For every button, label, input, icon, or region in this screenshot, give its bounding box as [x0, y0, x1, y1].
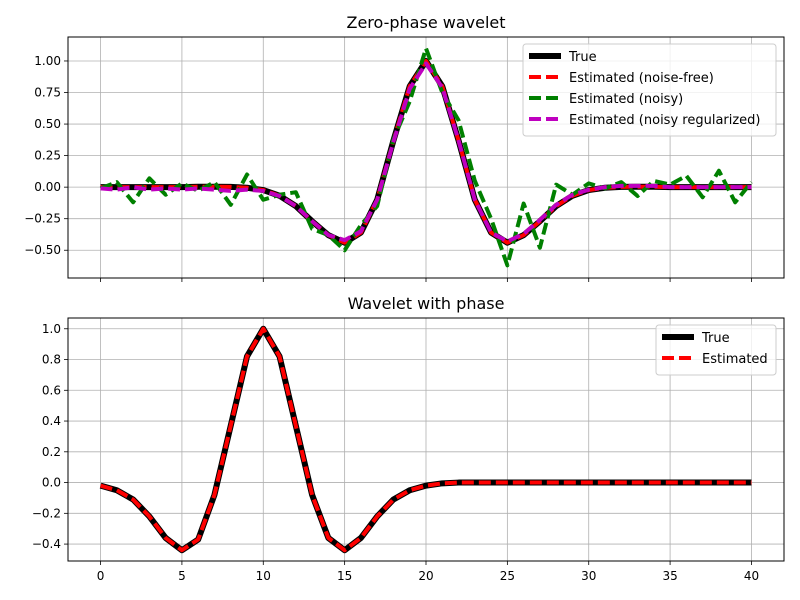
top-legend-label-0: True	[568, 50, 597, 65]
top-legend-label-2: Estimated (noisy)	[569, 92, 683, 107]
bottom-xtick-label-0: 0	[97, 569, 105, 583]
bottom-chart: 0 5 10 15 20 25 30 35 40 −0.4 −0.2 0.0 0.2 0.4 0.6 0.8 1…	[32, 294, 785, 583]
top-ytick-label-4: 0.50	[34, 117, 61, 131]
bottom-ytick-label-5: 0.6	[42, 383, 61, 397]
top-ytick-label-2: 0.00	[34, 180, 61, 194]
bottom-ytick-label-2: 0.0	[42, 476, 61, 490]
top-legend: True Estimated (noise-free) Estimated (noi…	[522, 43, 777, 137]
bottom-series-1-line	[100, 326, 752, 553]
top-legend-box	[522, 43, 777, 137]
bottom-xtick-label-8: 40	[744, 569, 759, 583]
bottom-xtick-label-1: 5	[178, 569, 186, 583]
bottom-chart-title: Wavelet with phase	[348, 294, 505, 313]
bottom-ytick-label-3: 0.2	[42, 445, 61, 459]
bottom-legend-label-0: True	[701, 331, 730, 346]
bottom-ytick-label-7: 1.0	[42, 322, 61, 336]
bottom-xtick-label-4: 20	[418, 569, 433, 583]
bottom-xtick-label-2: 10	[256, 569, 271, 583]
top-legend-label-1: Estimated (noise-free)	[569, 71, 714, 86]
bottom-legend-label-1: Estimated	[702, 352, 768, 367]
bottom-ytick-label-6: 0.8	[42, 353, 61, 367]
top-ytick-label-0: −0.50	[24, 243, 61, 257]
top-ytick-label-6: 1.00	[34, 54, 61, 68]
bottom-xtick-label-7: 35	[662, 569, 677, 583]
bottom-series-group	[99, 325, 752, 554]
top-series-2-line	[99, 46, 754, 268]
bottom-xtick-label-5: 25	[500, 569, 515, 583]
top-series-group	[99, 46, 754, 268]
bottom-legend: True Estimated	[655, 324, 777, 376]
bottom-xtick-label-3: 15	[337, 569, 352, 583]
top-ytick-label-3: 0.25	[34, 149, 61, 163]
top-legend-label-3: Estimated (noisy regularized)	[569, 113, 761, 128]
top-ytick-label-5: 0.75	[34, 86, 61, 100]
bottom-ytick-label-0: −0.4	[32, 537, 61, 551]
top-series-3-line	[100, 61, 752, 244]
top-chart: −0.50 −0.25 0.00 0.25 0.50 0.75 1.00 Zero-phase…	[24, 13, 785, 282]
bottom-xtick-label-6: 30	[581, 569, 596, 583]
bottom-ytick-label-4: 0.4	[42, 414, 61, 428]
bottom-ytick-label-1: −0.2	[32, 506, 61, 520]
top-ytick-label-1: −0.25	[24, 212, 61, 226]
top-chart-title: Zero-phase wavelet	[346, 13, 505, 32]
